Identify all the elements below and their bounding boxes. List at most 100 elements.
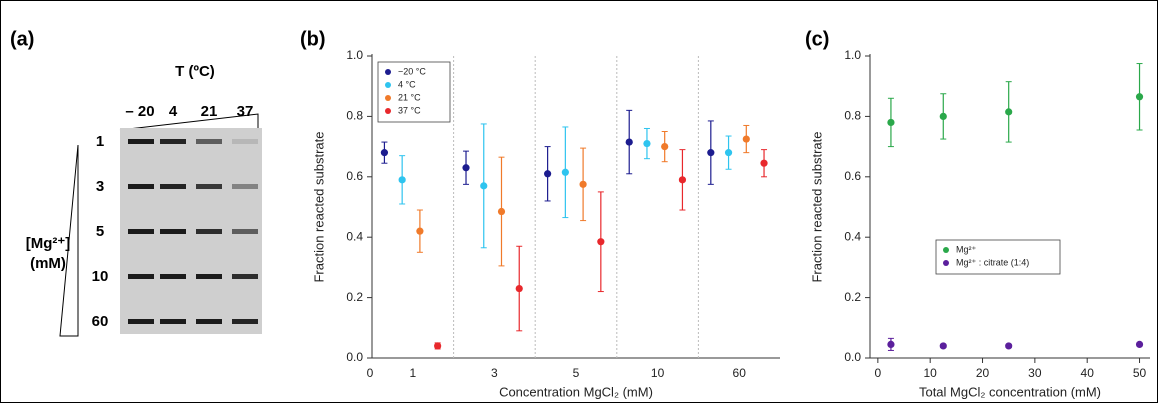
y-axis-label: Fraction reacted substrate — [311, 131, 326, 282]
temperature-label: T (ºC) — [175, 63, 215, 80]
point — [939, 112, 947, 120]
band — [232, 319, 258, 324]
legend-label: Mg²⁺ — [956, 244, 976, 254]
point — [480, 182, 488, 190]
y-tick-label: 0.6 — [844, 169, 861, 183]
legend-marker — [943, 260, 949, 266]
point — [1135, 340, 1144, 349]
y-tick-label: 0.4 — [346, 229, 363, 243]
panel-label: (a) — [10, 28, 34, 50]
legend-marker — [385, 95, 391, 101]
legend-label: 21 °C — [398, 92, 421, 102]
x-tick-label: 10 — [651, 366, 665, 380]
gel-bands — [128, 139, 258, 324]
row-label: 1 — [96, 133, 104, 150]
x-tick-label: 0 — [367, 366, 374, 380]
point — [497, 207, 506, 216]
point — [434, 342, 442, 350]
band — [196, 184, 222, 189]
point — [561, 168, 569, 176]
x-tick-label: 1 — [409, 366, 416, 380]
legend-marker — [385, 69, 391, 75]
point — [939, 342, 947, 350]
point — [579, 180, 587, 188]
y-tick-label: 0.0 — [346, 350, 363, 364]
x-tick-label: 5 — [573, 366, 580, 380]
band — [128, 319, 154, 324]
point — [887, 340, 895, 349]
band — [160, 139, 186, 144]
band — [128, 139, 154, 144]
row-label: 60 — [92, 313, 109, 330]
y-tick-label: 0.2 — [844, 290, 861, 304]
point — [625, 138, 633, 146]
y-axis-label: Fraction reacted substrate — [809, 131, 824, 282]
x-tick-label: 20 — [976, 366, 990, 380]
x-axis-label: Total MgCl₂ concentration (mM) — [919, 384, 1101, 399]
row-label: 5 — [96, 223, 104, 240]
point — [462, 164, 470, 172]
point — [707, 149, 715, 157]
legend-marker — [385, 108, 391, 114]
point — [1005, 108, 1013, 116]
y-tick-label: 0.8 — [346, 109, 363, 123]
band — [128, 229, 154, 234]
panel-label: (c) — [805, 28, 829, 50]
legend-marker — [385, 82, 391, 88]
band — [160, 229, 186, 234]
band — [232, 184, 258, 189]
x-tick-label: 10 — [924, 366, 938, 380]
point — [380, 149, 389, 157]
x-tick-label: 40 — [1081, 366, 1095, 380]
point — [544, 170, 552, 178]
mg-unit: (mM) — [30, 255, 66, 272]
point — [416, 227, 424, 235]
row-label: 10 — [92, 268, 109, 285]
mg-label: [Mg²⁺] — [26, 235, 71, 252]
band — [196, 139, 222, 144]
point — [724, 149, 733, 157]
point — [678, 176, 687, 184]
point — [760, 159, 768, 167]
row-label: 3 — [96, 178, 104, 195]
band — [128, 274, 154, 279]
point — [597, 238, 605, 246]
lane-label: 21 — [201, 103, 218, 120]
band — [196, 319, 222, 324]
x-tick-label: 3 — [491, 366, 498, 380]
band — [232, 139, 258, 144]
y-tick-label: 1.0 — [844, 48, 861, 62]
band — [232, 274, 258, 279]
y-tick-label: 0.8 — [844, 109, 861, 123]
legend-label: 37 °C — [398, 105, 421, 115]
y-tick-label: 1.0 — [346, 48, 363, 62]
point — [1135, 93, 1144, 101]
legend-label: −20 °C — [398, 66, 426, 76]
panel-label: (b) — [300, 28, 326, 50]
band — [196, 229, 222, 234]
band — [196, 274, 222, 279]
y-tick-label: 0.6 — [346, 169, 363, 183]
lane-label: 4 — [169, 103, 178, 120]
point — [398, 176, 406, 184]
lane-label: 37 — [237, 103, 254, 120]
legend-marker — [943, 247, 949, 253]
band — [232, 229, 258, 234]
lane-label: – 20 — [125, 103, 154, 120]
legend-label: 4 °C — [398, 79, 416, 89]
point — [887, 118, 895, 127]
point — [515, 284, 523, 293]
x-tick-label: 50 — [1133, 366, 1147, 380]
y-tick-label: 0.0 — [844, 350, 861, 364]
band — [160, 319, 186, 324]
legend-box — [935, 239, 1061, 275]
x-tick-label: 60 — [733, 366, 747, 380]
x-axis-label: Concentration MgCl₂ (mM) — [499, 384, 653, 399]
point — [661, 143, 669, 151]
point — [643, 139, 651, 148]
y-tick-label: 0.4 — [844, 229, 861, 243]
band — [160, 184, 186, 189]
point — [1005, 342, 1013, 350]
band — [160, 274, 186, 279]
